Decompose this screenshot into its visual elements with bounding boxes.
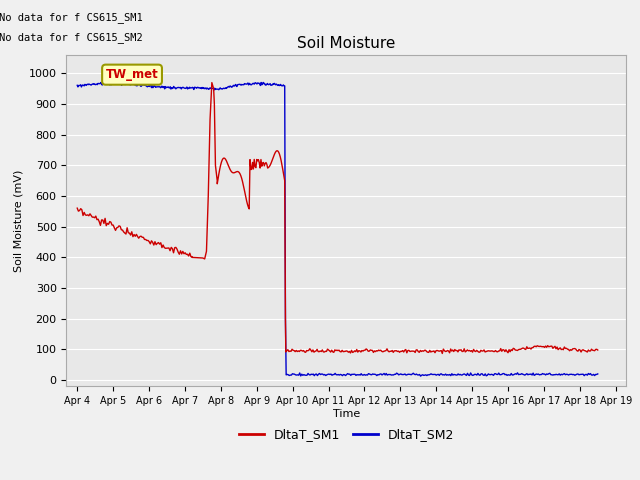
DltaT_SM2: [191, 84, 199, 90]
DltaT_SM2: [79, 83, 87, 88]
DltaT_SM2: [594, 371, 602, 377]
DltaT_SM1: [208, 80, 216, 85]
Line: DltaT_SM1: DltaT_SM1: [77, 83, 598, 353]
Line: DltaT_SM2: DltaT_SM2: [77, 82, 598, 376]
DltaT_SM1: [131, 232, 138, 238]
DltaT_SM1: [171, 245, 179, 251]
DltaT_SM2: [315, 372, 323, 377]
X-axis label: Time: Time: [333, 408, 360, 419]
Title: Soil Moisture: Soil Moisture: [297, 36, 396, 51]
DltaT_SM1: [447, 346, 454, 352]
DltaT_SM1: [74, 205, 81, 211]
Text: No data for f CS615_SM2: No data for f CS615_SM2: [0, 32, 143, 43]
Text: TW_met: TW_met: [106, 68, 159, 81]
DltaT_SM2: [576, 372, 584, 377]
DltaT_SM2: [557, 372, 565, 377]
Legend: DltaT_SM1, DltaT_SM2: DltaT_SM1, DltaT_SM2: [234, 423, 459, 446]
DltaT_SM1: [365, 348, 373, 354]
DltaT_SM2: [417, 373, 424, 379]
DltaT_SM1: [186, 250, 194, 256]
DltaT_SM2: [104, 79, 111, 85]
DltaT_SM1: [594, 347, 602, 353]
DltaT_SM2: [445, 372, 452, 378]
DltaT_SM2: [74, 83, 81, 88]
Text: No data for f CS615_SM1: No data for f CS615_SM1: [0, 12, 143, 23]
Y-axis label: Soil Moisture (mV): Soil Moisture (mV): [13, 169, 23, 272]
DltaT_SM1: [438, 350, 446, 356]
DltaT_SM1: [564, 347, 572, 352]
